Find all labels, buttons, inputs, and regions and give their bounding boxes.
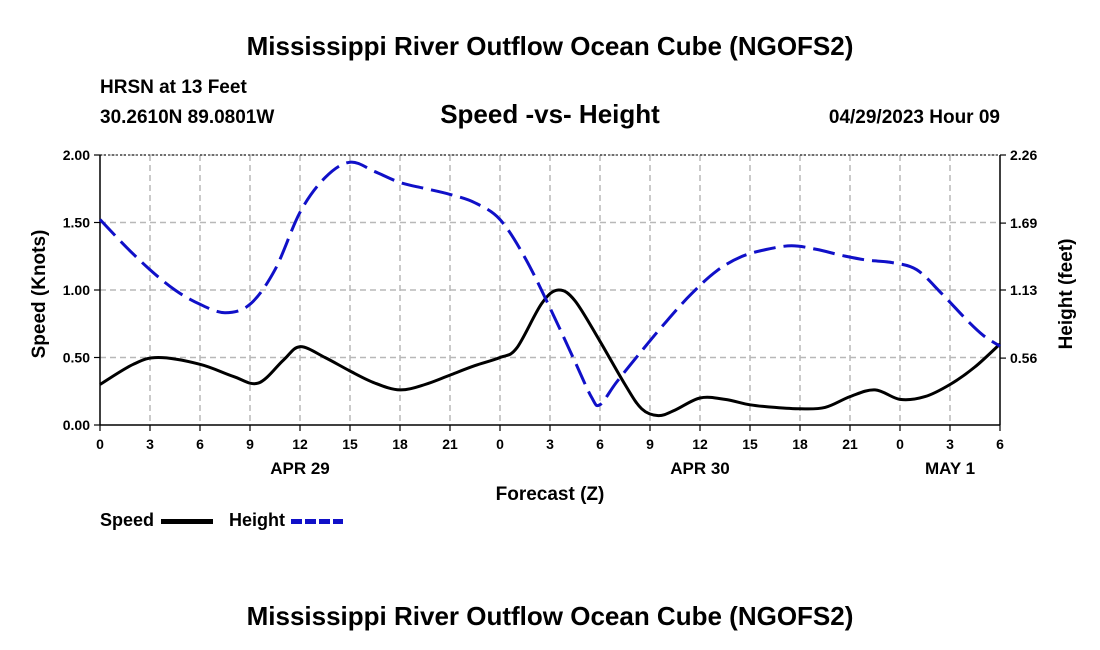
y2-tick-label: 1.69 [1010,215,1037,231]
date-label: 04/29/2023 Hour 09 [828,107,1000,128]
x-tick-label: 12 [692,436,708,452]
y2-tick-label: 2.26 [1010,147,1037,163]
legend-speed-line [161,519,213,524]
chart-title: Speed -vs- Height [440,99,660,129]
legend-speed-label: Speed [100,510,155,530]
x-tick-label: 0 [496,436,504,452]
footer-title: Mississippi River Outflow Ocean Cube (NG… [246,601,854,631]
date-label: APR 30 [670,459,730,478]
y2-tick-label: 0.56 [1010,350,1037,366]
date-label: APR 29 [270,459,330,478]
station-coords: 30.2610N 89.0801W [100,107,275,128]
x-tick-label: 3 [546,436,554,452]
date-label: MAY 1 [925,459,975,478]
y-tick-label: 0.00 [63,417,90,433]
grid [100,154,1000,425]
legend-height-line [291,519,343,524]
y-tick-label: 0.50 [63,350,90,366]
x-tick-label: 15 [342,436,358,452]
x-axis-label: Forecast (Z) [496,484,605,505]
x-tick-label: 6 [596,436,604,452]
y-axis-label: Speed (Knots) [29,230,50,359]
legend-height-label: Height [229,510,285,530]
station-name: HRSN at 13 Feet [100,77,247,98]
x-tick-label: 3 [946,436,954,452]
y-tick-label: 1.00 [63,282,90,298]
x-tick-label: 12 [292,436,308,452]
x-tick-label: 21 [442,436,458,452]
series-line-height [98,160,1001,408]
y2-tick-label: 1.13 [1010,282,1037,298]
y-tick-label: 2.00 [63,147,90,163]
x-tick-label: 6 [996,436,1004,452]
series-line-speed [99,288,1002,418]
x-tick-label: 0 [896,436,904,452]
main-title: Mississippi River Outflow Ocean Cube (NG… [246,31,854,61]
y-tick-label: 1.50 [63,215,90,231]
x-tick-label: 9 [246,436,254,452]
y2-axis-label: Height (feet) [1056,239,1077,350]
x-tick-label: 18 [792,436,808,452]
axes: 0 3 6 9 12 15 18 21 0 3 6 9 12 15 18 21 0 3 6 APR 29 APR 30 M… [29,147,1077,505]
x-tick-label: 15 [742,436,758,452]
x-tick-label: 3 [146,436,154,452]
x-tick-label: 6 [196,436,204,452]
x-tick-label: 9 [646,436,654,452]
series-group [98,160,1002,418]
x-tick-label: 0 [96,436,104,452]
x-tick-label: 18 [392,436,408,452]
x-tick-label: 21 [842,436,858,452]
